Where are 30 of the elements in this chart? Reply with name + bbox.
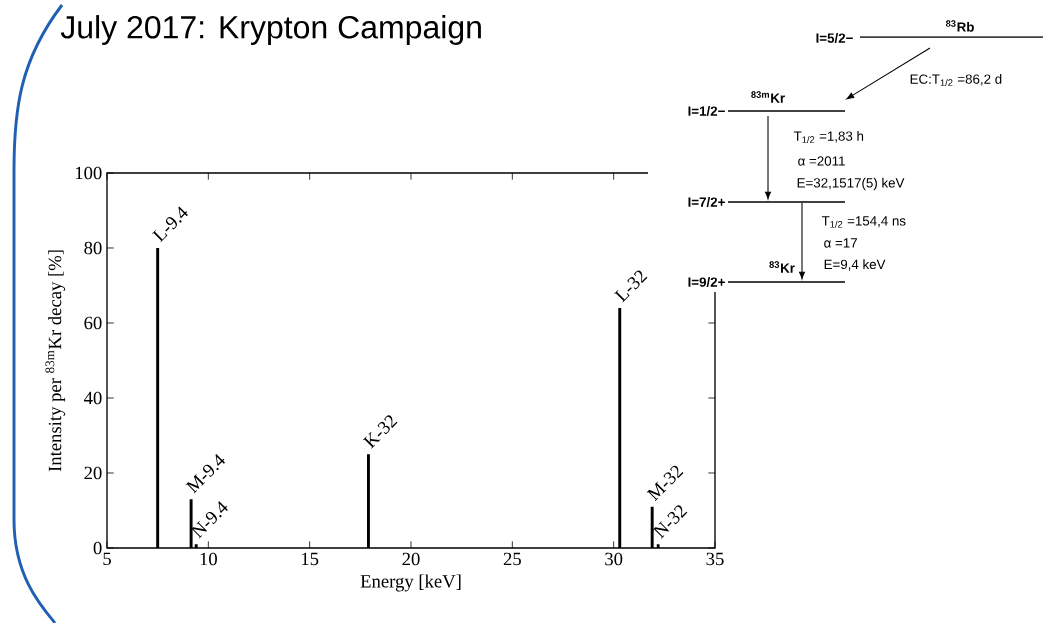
y-tick-label: 100 — [75, 166, 102, 180]
text: I=1/2− — [688, 106, 725, 116]
chart-title: July 2017: Krypton Campaign — [60, 15, 481, 45]
annotation: I=9/2+ — [688, 277, 725, 287]
text: EC:T$_{1/2}$ =86,2 d — [910, 74, 1002, 86]
x-tick-label: 35 — [706, 552, 724, 566]
text: E=32,1517(5) keV — [797, 177, 905, 191]
x-tick-label: 20 — [402, 552, 420, 566]
x-tick-label: 25 — [503, 552, 521, 566]
text: $^{83m}$Kr — [751, 91, 785, 103]
text: $^{83}$Rb — [945, 20, 974, 32]
text: T$_{1/2}$ =154,4 ns — [821, 216, 906, 228]
x-tick-label: 15 — [301, 552, 319, 566]
y-tick-label: 80 — [84, 241, 102, 255]
text: $^{83}$Kr — [769, 261, 795, 273]
x-axis-title: Energy [keV] — [360, 574, 461, 592]
y-tick-label: 40 — [83, 391, 102, 405]
y-tick-label: 20 — [84, 466, 102, 480]
text: α =17 — [824, 238, 857, 248]
text: T$_{1/2}$ =1,83 h — [793, 131, 864, 143]
y-tick-label: 0 — [93, 541, 102, 555]
x-tick-label: 10 — [200, 552, 217, 566]
y-tick-label: 60 — [84, 316, 102, 330]
text: I=5/2− — [816, 33, 853, 43]
y-axis-title: Intensity per $^{83m}$Kr decay [%] — [45, 250, 66, 472]
annotation: I=7/2+ — [688, 197, 725, 207]
text: α =2011 — [798, 156, 845, 166]
text: E=9,4 keV — [824, 259, 886, 271]
x-tick-label: 30 — [605, 552, 623, 566]
x-tick-label: 5 — [103, 552, 111, 566]
